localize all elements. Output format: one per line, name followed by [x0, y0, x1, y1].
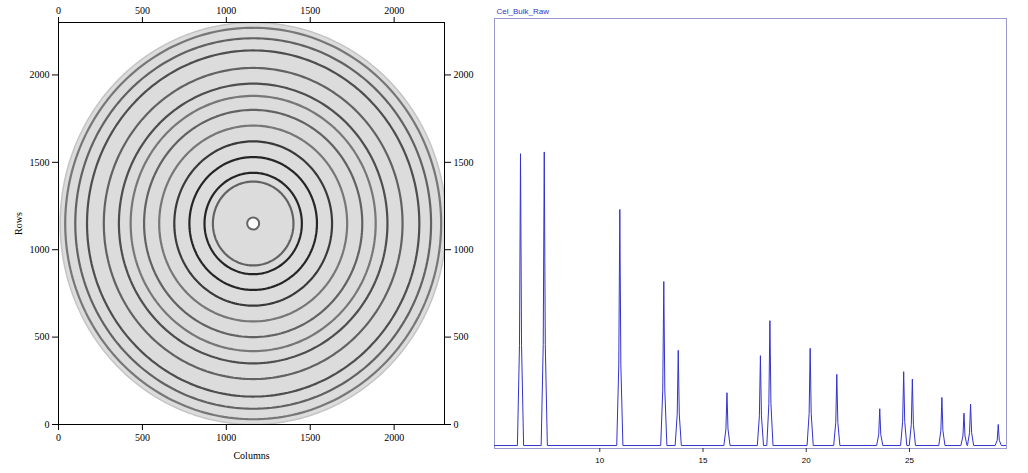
svg-text:0: 0	[56, 432, 61, 443]
svg-text:20: 20	[802, 456, 811, 465]
svg-text:0: 0	[56, 5, 61, 16]
svg-text:Columns: Columns	[233, 450, 269, 461]
svg-text:1000: 1000	[216, 432, 236, 443]
svg-text:Rows: Rows	[13, 212, 24, 235]
svg-text:1000: 1000	[30, 244, 50, 255]
svg-text:500: 500	[454, 331, 469, 342]
svg-text:500: 500	[35, 331, 50, 342]
svg-text:500: 500	[135, 5, 150, 16]
svg-text:0: 0	[45, 419, 50, 430]
svg-text:0: 0	[454, 419, 459, 430]
svg-text:1500: 1500	[300, 5, 320, 16]
svg-text:1500: 1500	[454, 157, 474, 168]
svg-text:2000: 2000	[384, 432, 404, 443]
svg-text:1000: 1000	[454, 244, 474, 255]
svg-text:2000: 2000	[30, 69, 50, 80]
svg-text:1500: 1500	[300, 432, 320, 443]
svg-text:15: 15	[699, 456, 708, 465]
svg-text:2000: 2000	[454, 69, 474, 80]
svg-text:2000: 2000	[384, 5, 404, 16]
svg-text:10: 10	[595, 456, 604, 465]
svg-text:500: 500	[135, 432, 150, 443]
svg-text:Cel_Bulk_Raw: Cel_Bulk_Raw	[497, 7, 550, 16]
svg-text:25: 25	[905, 456, 914, 465]
svg-text:1000: 1000	[216, 5, 236, 16]
svg-text:1500: 1500	[30, 157, 50, 168]
